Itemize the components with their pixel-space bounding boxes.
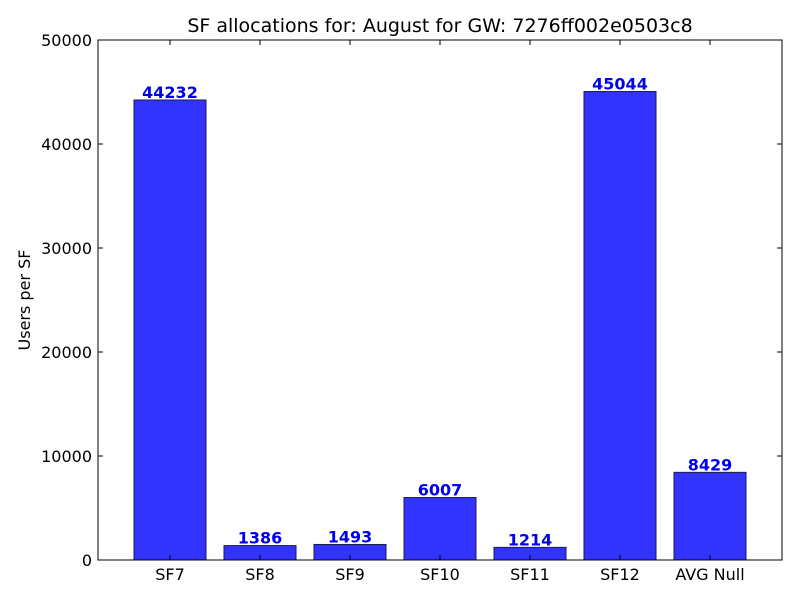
- x-tick-label-sf8: SF8: [245, 565, 275, 584]
- data-label-sf7: 44232: [142, 83, 198, 102]
- x-tick-label-sf11: SF11: [510, 565, 550, 584]
- y-axis-ticks: 0 10000 20000 30000 40000 50000: [41, 31, 782, 570]
- bar-sf7: [133, 99, 207, 561]
- x-axis-ticks: SF7 SF8 SF9 SF10 SF11 SF12 AVG Null: [155, 40, 745, 584]
- y-tick-label-5: 50000: [41, 31, 92, 50]
- x-tick-label-sf9: SF9: [335, 565, 365, 584]
- x-tick-label-sf10: SF10: [420, 565, 460, 584]
- y-tick-label-1: 10000: [41, 447, 92, 466]
- plot-frame: [97, 39, 783, 561]
- y-axis-label: Users per SF: [15, 250, 34, 351]
- data-labels-layer: 44232 1386 1493 6007 1214 45044 8429: [142, 75, 732, 550]
- data-label-sf10: 6007: [418, 481, 463, 500]
- data-label-sf12: 45044: [592, 75, 648, 94]
- data-label-sf8: 1386: [238, 529, 283, 548]
- data-label-avg-null: 8429: [688, 455, 733, 474]
- x-tick-label-sf12: SF12: [600, 565, 640, 584]
- data-label-sf9: 1493: [328, 527, 373, 546]
- bar-avg-null: [673, 471, 747, 561]
- y-tick-label-0: 0: [82, 551, 92, 570]
- x-tick-label-sf7: SF7: [155, 565, 185, 584]
- y-tick-label-3: 30000: [41, 239, 92, 258]
- y-tick-label-2: 20000: [41, 343, 92, 362]
- y-tick-label-4: 40000: [41, 135, 92, 154]
- bar-sf12: [583, 91, 657, 561]
- bar-sf10: [403, 497, 477, 561]
- x-tick-label-avg-null: AVG Null: [675, 565, 744, 584]
- chart-title: SF allocations for: August for GW: 7276f…: [187, 15, 692, 37]
- data-label-sf11: 1214: [508, 530, 553, 549]
- bars-layer: [133, 91, 747, 561]
